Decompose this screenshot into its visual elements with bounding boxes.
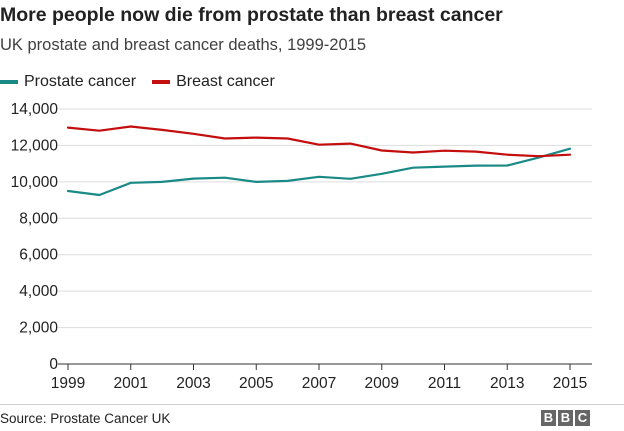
x-tick-label: 2013 — [490, 375, 524, 392]
x-tick-label: 2007 — [302, 375, 336, 392]
x-tick-label: 1999 — [51, 375, 85, 392]
x-tick-label: 2009 — [365, 375, 399, 392]
legend-swatch-prostate — [0, 80, 18, 84]
source-note: Source: Prostate Cancer UK — [0, 411, 171, 426]
series-line-prostate — [66, 147, 572, 197]
y-tick-label: 4,000 — [19, 283, 58, 300]
legend-label-prostate: Prostate cancer — [24, 73, 137, 90]
x-tick-label: 2015 — [553, 375, 587, 392]
legend-item-prostate: Prostate cancer — [0, 73, 136, 91]
y-tick-label: 12,000 — [11, 137, 59, 154]
series-line-breast — [66, 125, 572, 158]
footer-divider — [0, 404, 624, 405]
y-tick-label: 0 — [49, 356, 58, 373]
y-tick-label: 8,000 — [19, 210, 58, 227]
x-tick-label: 2001 — [114, 375, 148, 392]
x-tick-label: 2011 — [428, 375, 461, 392]
y-tick-label: 2,000 — [19, 320, 58, 337]
bbc-logo-letter: C — [575, 410, 590, 426]
bbc-logo-letter: B — [541, 410, 556, 426]
bbc-logo: B B C — [539, 410, 590, 426]
legend-label-breast: Breast cancer — [176, 73, 275, 90]
y-tick-label: 14,000 — [11, 101, 59, 118]
chart-title: More people now die from prostate than b… — [0, 4, 503, 26]
x-tick-label: 2005 — [239, 375, 273, 392]
x-tick-label: 2003 — [176, 375, 210, 392]
y-tick-label: 10,000 — [11, 174, 59, 191]
line-chart: 0 2,000 4,000 6,000 8,000 10,000 12,000 14,000 1… — [11, 101, 592, 392]
y-tick-label: 6,000 — [19, 247, 58, 264]
chart-legend: Prostate cancer Breast cancer — [0, 73, 291, 91]
chart-subtitle: UK prostate and breast cancer deaths, 19… — [0, 36, 366, 54]
legend-item-breast: Breast cancer — [152, 73, 275, 91]
legend-swatch-breast — [152, 80, 171, 84]
bbc-logo-letter: B — [558, 410, 573, 426]
